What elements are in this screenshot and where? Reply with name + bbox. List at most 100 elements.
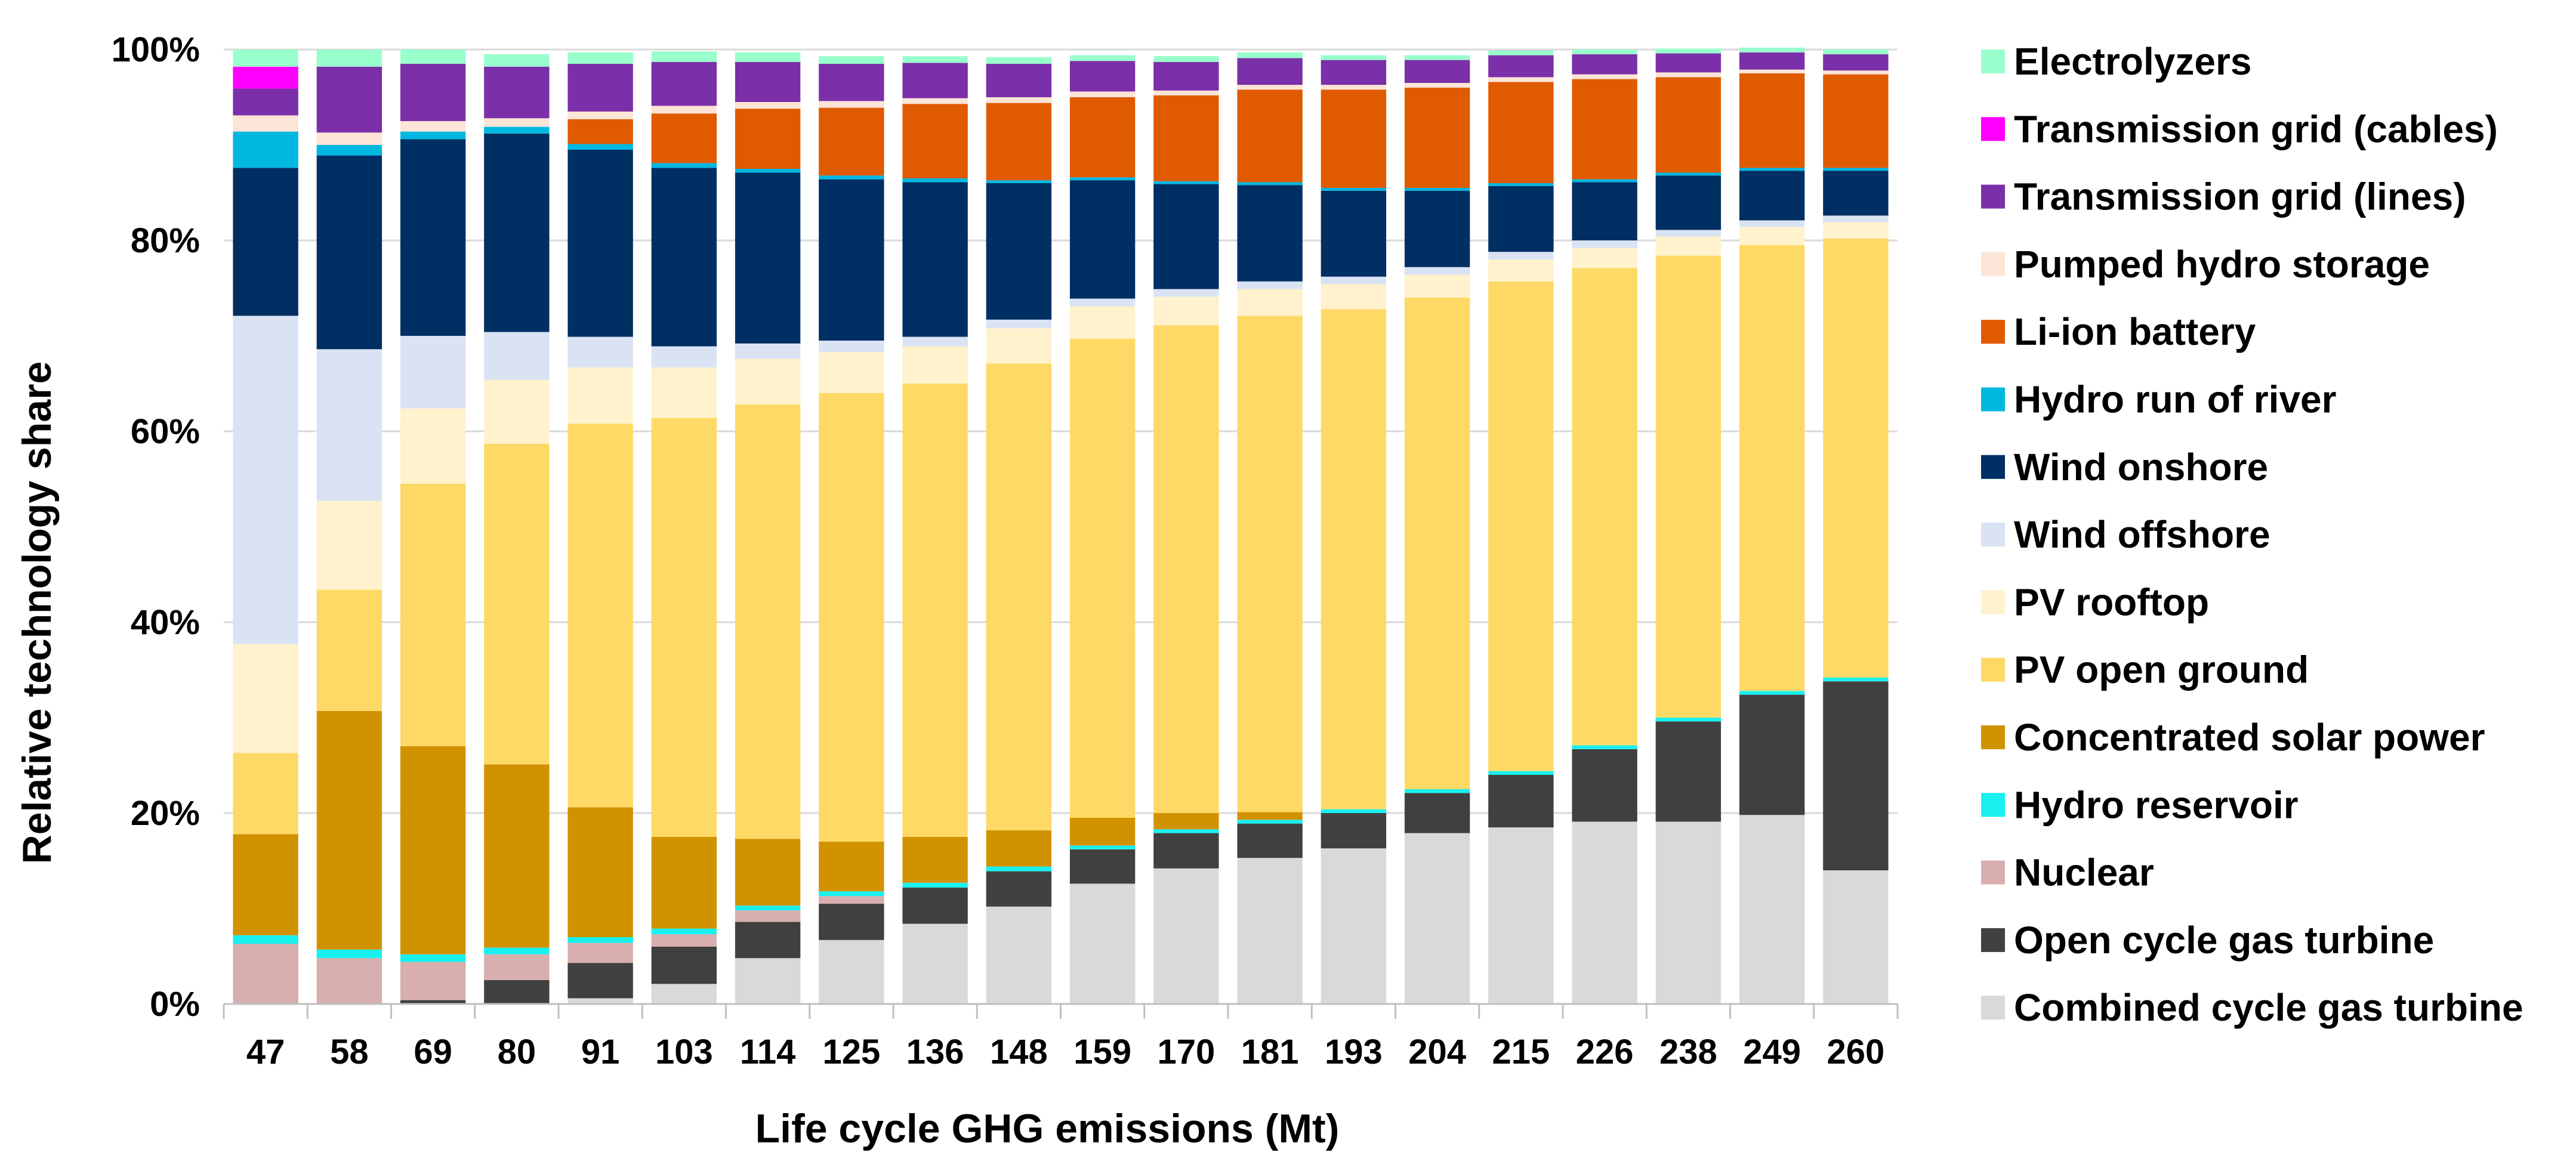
bar-segment (400, 336, 466, 409)
x-tick-label: 249 (1743, 1033, 1801, 1071)
bar-segment (400, 1000, 466, 1004)
bar-segment (1069, 55, 1136, 61)
legend-item: Wind offshore (1981, 513, 2270, 556)
legend-item: Hydro run of river (1981, 378, 2337, 421)
bar-segment (1069, 883, 1136, 1004)
bar-segment (1655, 821, 1722, 1004)
bar-segment (1321, 190, 1387, 277)
bar-segment (1572, 54, 1637, 75)
bar-segment (1321, 60, 1387, 85)
legend-label: PV rooftop (2014, 580, 2209, 623)
bar-segment (1404, 789, 1470, 793)
bar-segment (1739, 168, 1805, 171)
bar-segment (316, 50, 382, 67)
bar-segment (233, 66, 298, 89)
bar-segment (1739, 69, 1805, 73)
legend-item: Hydro reservoir (1981, 783, 2299, 826)
bar-segment (819, 842, 884, 892)
bar-segment (233, 644, 298, 753)
legend-swatch (1981, 320, 2005, 344)
bar-segment (1237, 52, 1303, 58)
bar-segment (1823, 74, 1889, 168)
bar-segment (1069, 849, 1136, 884)
bar-segment (316, 349, 382, 501)
bar-segment (1404, 88, 1470, 188)
bar-segment (233, 88, 298, 116)
x-tick-label: 181 (1241, 1033, 1299, 1071)
bar-segment (567, 52, 633, 64)
legend-swatch (1981, 725, 2005, 749)
bar-segment (1488, 50, 1554, 55)
bar-segment (484, 66, 550, 119)
y-tick-label: 20% (131, 794, 200, 833)
legend-item: Wind onshore (1981, 446, 2268, 489)
bar-segment (1321, 276, 1387, 285)
bar-segment (1237, 85, 1303, 90)
bar-segment (1739, 815, 1805, 1004)
bar-segment (1404, 190, 1470, 267)
bar-segment (819, 940, 884, 1004)
bar-segment (400, 131, 466, 140)
y-tick-label: 100% (112, 30, 200, 69)
bar-segment (735, 359, 801, 405)
bar-segment (1655, 48, 1722, 54)
bar-segment (986, 64, 1052, 97)
legend-swatch (1981, 793, 2005, 817)
bar-segment (735, 172, 801, 344)
bar-segment (735, 109, 801, 169)
bar-segment (567, 998, 633, 1004)
bar-segment (986, 97, 1052, 103)
bar-segment (567, 336, 633, 367)
bar-segment (1153, 90, 1219, 95)
bar-segment (1237, 823, 1303, 858)
bar-segment (1488, 183, 1554, 186)
bar-segment (1069, 298, 1136, 307)
bar-segment (1739, 171, 1805, 221)
bar-segment (1655, 230, 1722, 237)
legend-item: Pumped hydro storage (1981, 243, 2430, 286)
x-tick-label: 260 (1827, 1033, 1884, 1071)
bar-segment (651, 51, 717, 62)
bar-segment (651, 113, 717, 163)
bar-segment (400, 408, 466, 484)
bar-segment (1823, 54, 1889, 71)
x-tick-label: 114 (740, 1033, 796, 1071)
bar-segment (1488, 771, 1554, 775)
bar-segment (1237, 89, 1303, 183)
bar-segment (651, 163, 717, 168)
bar-segment (986, 363, 1052, 830)
bar-segment (735, 839, 801, 906)
bar-segment (1488, 259, 1554, 282)
bar-segment (1321, 848, 1387, 1004)
legend-label: Nuclear (2014, 851, 2154, 894)
bar-segment (400, 64, 466, 121)
bar-segment (316, 500, 382, 590)
x-tick-label: 125 (822, 1033, 880, 1071)
bar-segment (233, 834, 298, 935)
bar-segment (484, 126, 550, 134)
x-tick-label: 148 (990, 1033, 1048, 1071)
bar-segment (1739, 691, 1805, 695)
x-tick-label: 47 (246, 1033, 285, 1071)
bar-segment (1321, 55, 1387, 60)
bar-segment (1572, 50, 1637, 54)
bar-segment (1739, 694, 1805, 815)
bar-segment (484, 54, 550, 67)
legend-label: Electrolyzers (2014, 40, 2251, 83)
bar-segment (1488, 77, 1554, 82)
bar-segment (567, 424, 633, 808)
bar-segment (651, 367, 717, 418)
bar-segment (1572, 248, 1637, 268)
bar-segment (902, 104, 968, 178)
bar-segment (1488, 55, 1554, 78)
bar-segment (1404, 274, 1470, 298)
bar-segment (1655, 236, 1722, 256)
bar-segment (1488, 775, 1554, 827)
bar-segment (1069, 180, 1136, 299)
bar-segment (819, 393, 884, 842)
legend-label: Pumped hydro storage (2014, 243, 2430, 286)
x-tick-label: 193 (1325, 1033, 1383, 1071)
bar-segment (735, 102, 801, 109)
legend-item: PV open ground (1981, 648, 2309, 691)
bar-segment (233, 316, 298, 644)
